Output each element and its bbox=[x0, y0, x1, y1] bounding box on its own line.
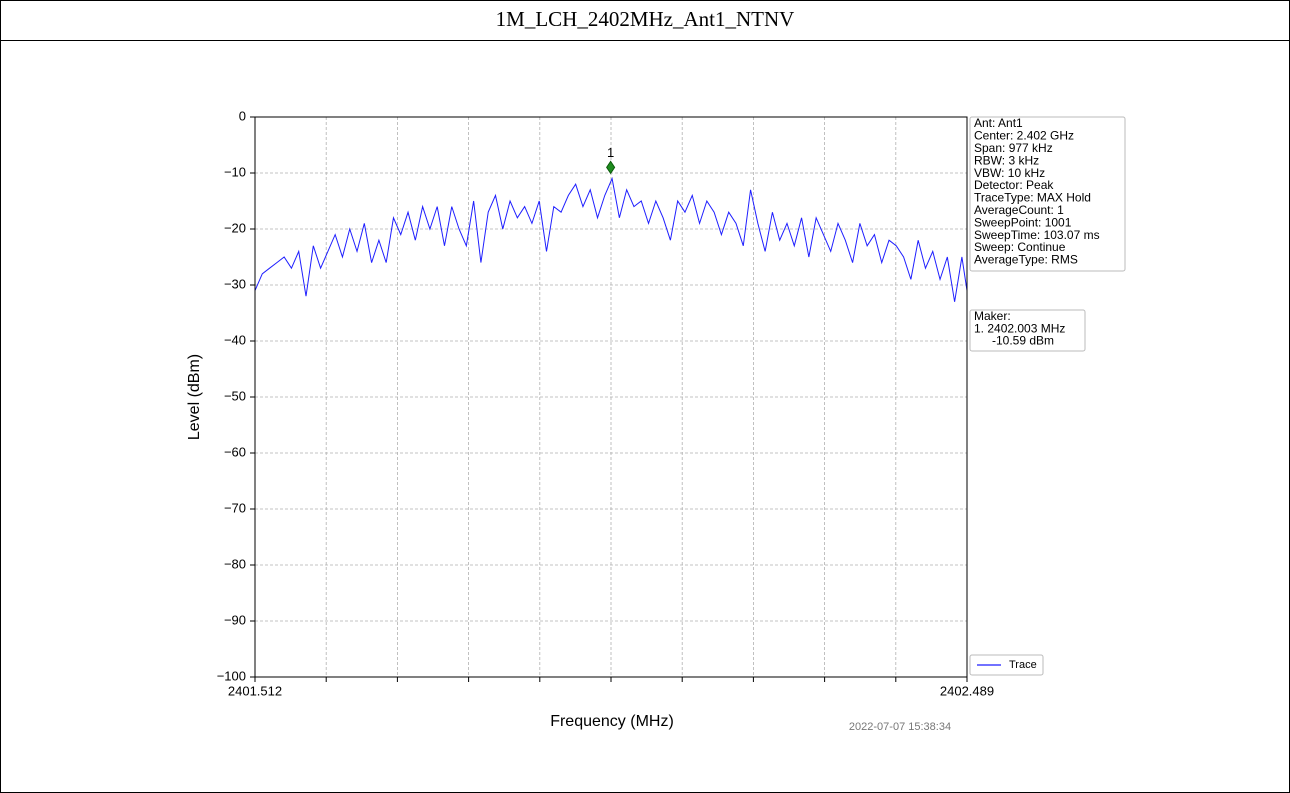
marker-box bbox=[969, 309, 1086, 352]
info-line: SweepTime: 103.07 ms bbox=[974, 228, 1100, 242]
y-tick-label: 0 bbox=[239, 108, 246, 123]
info-line: VBW: 10 kHz bbox=[974, 166, 1045, 180]
info-box bbox=[969, 116, 1126, 272]
info-line: Span: 977 kHz bbox=[974, 141, 1053, 155]
info-line: RBW: 3 kHz bbox=[974, 153, 1039, 167]
info-line: Ant: Ant1 bbox=[974, 116, 1023, 130]
marker-label: 1 bbox=[607, 145, 614, 160]
info-line: Detector: Peak bbox=[974, 178, 1054, 192]
legend-box bbox=[969, 654, 1044, 676]
info-line: AverageType: RMS bbox=[974, 253, 1078, 267]
info-line: SweepPoint: 1001 bbox=[974, 215, 1072, 229]
info-line: Sweep: Continue bbox=[974, 240, 1066, 254]
peak-marker bbox=[606, 160, 616, 175]
info-line: TraceType: MAX Hold bbox=[974, 191, 1091, 205]
y-tick-label: −100 bbox=[217, 668, 246, 683]
timestamp: 2022-07-07 15:38:34 bbox=[849, 721, 951, 733]
x-axis-label: Frequency (MHz) bbox=[550, 713, 674, 730]
y-tick-label: −70 bbox=[224, 500, 246, 515]
page-title: 1M_LCH_2402MHz_Ant1_NTNV bbox=[496, 7, 795, 31]
marker-line: 1. 2402.003 MHz bbox=[974, 321, 1065, 335]
axes-frame bbox=[254, 116, 968, 678]
marker-line: -10.59 dBm bbox=[992, 334, 1054, 348]
y-tick-label: −10 bbox=[224, 164, 246, 179]
x-tick-label: 2401.512 bbox=[228, 683, 282, 698]
y-tick-label: −60 bbox=[224, 444, 246, 459]
trace-line bbox=[254, 176, 968, 302]
x-tick-label: 2402.489 bbox=[940, 683, 994, 698]
y-axis-label: Level (dBm) bbox=[186, 354, 203, 440]
y-tick-label: −30 bbox=[224, 276, 246, 291]
info-line: AverageCount: 1 bbox=[974, 203, 1064, 217]
y-tick-label: −20 bbox=[224, 220, 246, 235]
y-tick-label: −40 bbox=[224, 332, 246, 347]
marker-line: Maker: bbox=[974, 309, 1011, 323]
legend-label: Trace bbox=[1009, 659, 1037, 671]
y-tick-label: −90 bbox=[224, 612, 246, 627]
y-tick-label: −50 bbox=[224, 388, 246, 403]
y-tick-label: −80 bbox=[224, 556, 246, 571]
info-line: Center: 2.402 GHz bbox=[974, 129, 1074, 143]
